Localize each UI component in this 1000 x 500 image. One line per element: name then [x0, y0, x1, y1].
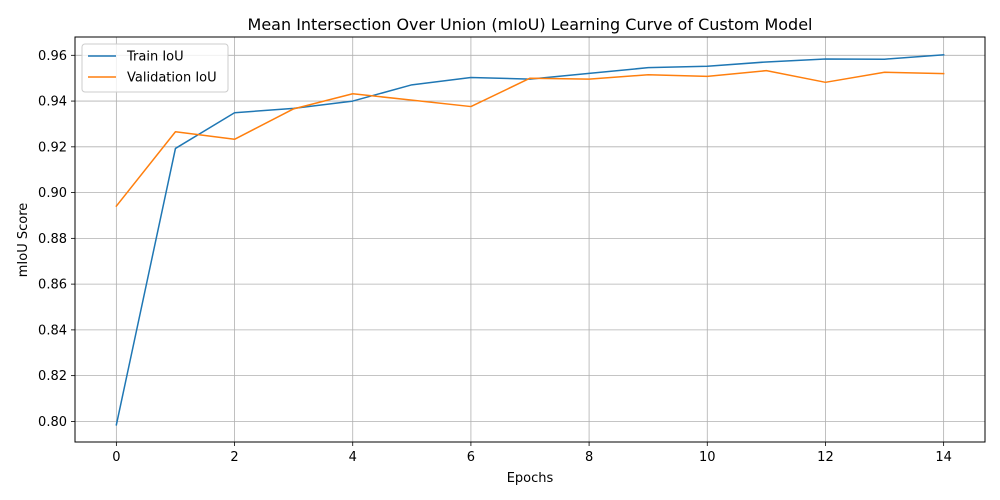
- x-tick-label: 8: [585, 450, 593, 465]
- y-tick-label: 0.84: [38, 323, 67, 338]
- x-tick-label: 0: [112, 450, 120, 465]
- legend-label-validation: Validation IoU: [127, 71, 217, 86]
- y-tick-label: 0.86: [38, 278, 67, 293]
- chart-title: Mean Intersection Over Union (mIoU) Lear…: [248, 15, 813, 34]
- legend: Train IoU Validation IoU: [81, 43, 229, 93]
- x-tick-label: 12: [817, 450, 834, 465]
- train-iou-line: [115, 54, 945, 426]
- y-tick-label: 0.94: [38, 95, 67, 110]
- x-tick-label: 10: [699, 450, 716, 465]
- legend-box: [81, 43, 229, 93]
- validation-iou-line: [115, 69, 945, 208]
- y-tick-label: 0.90: [38, 186, 67, 201]
- x-tick-label: 4: [349, 450, 357, 465]
- axis-ticks: 0 2 4 6 8 10 12 14 0.80 0.82 0.84 0.86 0.88 0.90 0.92 0…: [38, 49, 952, 465]
- y-tick-label: 0.82: [38, 369, 67, 384]
- grid: [75, 37, 985, 442]
- x-tick-label: 6: [467, 450, 475, 465]
- y-axis-label: mIoU Score: [16, 203, 31, 278]
- plot-area-frame: [74, 36, 986, 443]
- x-tick-label: 2: [230, 450, 238, 465]
- y-tick-label: 0.96: [38, 49, 67, 64]
- x-axis-label: Epochs: [507, 471, 554, 486]
- y-tick-label: 0.88: [38, 232, 67, 247]
- legend-label-train: Train IoU: [126, 50, 184, 65]
- x-tick-label: 14: [935, 450, 952, 465]
- series-lines: [115, 54, 945, 426]
- y-tick-label: 0.92: [38, 140, 67, 155]
- y-tick-label: 0.80: [38, 415, 67, 430]
